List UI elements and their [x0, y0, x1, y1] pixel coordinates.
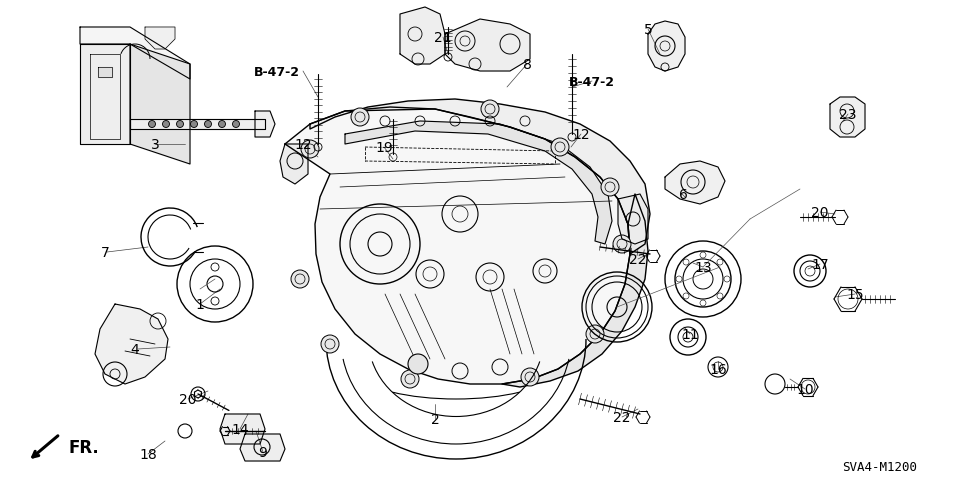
Text: 13: 13: [694, 260, 712, 274]
Circle shape: [191, 121, 197, 128]
Polygon shape: [130, 120, 265, 130]
Text: 7: 7: [101, 245, 110, 259]
Circle shape: [586, 325, 604, 343]
Circle shape: [351, 109, 369, 127]
Text: 14: 14: [231, 422, 249, 436]
Circle shape: [481, 101, 499, 119]
Polygon shape: [220, 414, 265, 444]
Polygon shape: [618, 195, 648, 244]
Text: 20: 20: [812, 206, 829, 220]
Circle shape: [219, 121, 226, 128]
Text: 10: 10: [796, 382, 814, 396]
Text: 9: 9: [259, 445, 267, 459]
Text: 18: 18: [139, 447, 156, 461]
Text: 12: 12: [295, 138, 312, 151]
Circle shape: [521, 368, 539, 386]
Polygon shape: [502, 195, 648, 387]
Text: B-47-2: B-47-2: [254, 65, 300, 78]
Text: 20: 20: [179, 392, 196, 406]
Text: 15: 15: [847, 287, 864, 302]
Polygon shape: [240, 434, 285, 461]
Circle shape: [601, 179, 619, 197]
Polygon shape: [98, 68, 112, 78]
Text: 17: 17: [812, 257, 829, 272]
Text: 16: 16: [710, 362, 727, 376]
Text: 22: 22: [629, 253, 646, 267]
Polygon shape: [445, 20, 530, 72]
Text: 3: 3: [151, 138, 159, 151]
Text: 2: 2: [431, 412, 439, 426]
Circle shape: [408, 354, 428, 374]
Text: 23: 23: [839, 108, 856, 122]
Text: SVA4-M1200: SVA4-M1200: [843, 461, 918, 473]
Circle shape: [149, 121, 156, 128]
Text: FR.: FR.: [68, 438, 99, 456]
Polygon shape: [145, 28, 175, 50]
Text: 22: 22: [613, 410, 631, 424]
Polygon shape: [80, 45, 130, 145]
Polygon shape: [648, 22, 685, 72]
Polygon shape: [95, 304, 168, 384]
Text: 12: 12: [573, 128, 590, 142]
Text: 8: 8: [523, 58, 532, 72]
Text: 1: 1: [195, 297, 204, 311]
Text: B-47-2: B-47-2: [569, 76, 615, 88]
Polygon shape: [255, 112, 275, 138]
Polygon shape: [285, 108, 630, 384]
Text: 4: 4: [130, 342, 139, 356]
Circle shape: [162, 121, 169, 128]
Text: 21: 21: [434, 31, 452, 45]
Polygon shape: [280, 145, 308, 184]
Polygon shape: [665, 162, 725, 205]
Polygon shape: [345, 122, 612, 244]
Circle shape: [291, 271, 309, 288]
Polygon shape: [130, 45, 190, 165]
Circle shape: [301, 141, 319, 159]
Polygon shape: [310, 100, 650, 255]
Circle shape: [321, 335, 339, 353]
Polygon shape: [80, 28, 190, 80]
Circle shape: [204, 121, 212, 128]
Polygon shape: [400, 8, 445, 65]
Text: 11: 11: [681, 327, 699, 341]
Text: 19: 19: [375, 141, 393, 155]
Circle shape: [551, 139, 569, 157]
Circle shape: [613, 236, 631, 254]
Circle shape: [177, 121, 184, 128]
Circle shape: [401, 370, 419, 388]
Polygon shape: [830, 98, 865, 138]
Circle shape: [232, 121, 239, 128]
Text: 5: 5: [643, 23, 652, 37]
Text: 6: 6: [678, 188, 687, 201]
